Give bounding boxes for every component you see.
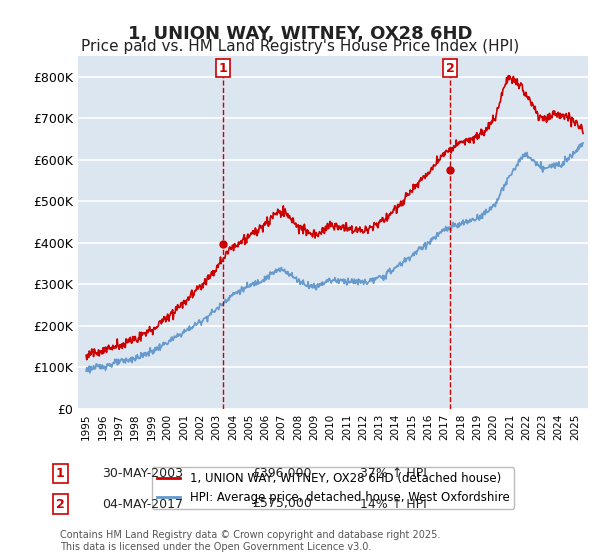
Text: 1, UNION WAY, WITNEY, OX28 6HD: 1, UNION WAY, WITNEY, OX28 6HD: [128, 25, 472, 43]
Legend: 1, UNION WAY, WITNEY, OX28 6HD (detached house), HPI: Average price, detached ho: 1, UNION WAY, WITNEY, OX28 6HD (detached…: [152, 468, 514, 508]
Text: 1: 1: [219, 62, 227, 75]
Text: 14% ↑ HPI: 14% ↑ HPI: [360, 497, 427, 511]
Text: Contains HM Land Registry data © Crown copyright and database right 2025.
This d: Contains HM Land Registry data © Crown c…: [60, 530, 440, 552]
Text: 2: 2: [446, 62, 455, 75]
Text: 1: 1: [56, 466, 64, 480]
Text: £575,000: £575,000: [252, 497, 312, 511]
Text: 30-MAY-2003: 30-MAY-2003: [102, 466, 183, 480]
Text: 37% ↑ HPI: 37% ↑ HPI: [360, 466, 427, 480]
Text: £396,000: £396,000: [252, 466, 311, 480]
Text: 04-MAY-2017: 04-MAY-2017: [102, 497, 183, 511]
Text: 2: 2: [56, 497, 64, 511]
Text: Price paid vs. HM Land Registry's House Price Index (HPI): Price paid vs. HM Land Registry's House …: [81, 39, 519, 54]
